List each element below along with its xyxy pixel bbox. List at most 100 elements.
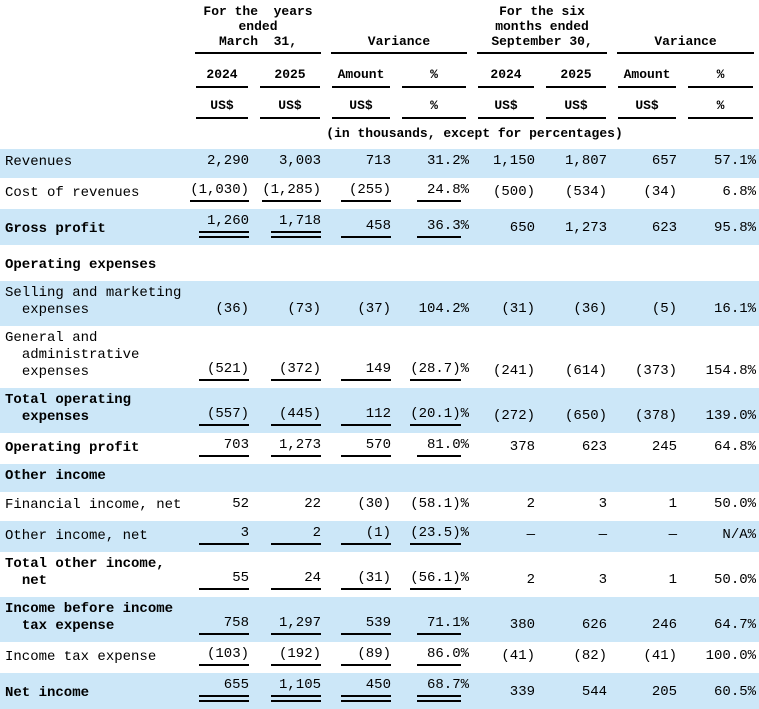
value-cell: — [540, 521, 612, 552]
value-cell: 1,260 [190, 209, 254, 245]
value-cell [190, 253, 254, 281]
value: — [526, 527, 536, 543]
value: 655 [199, 677, 249, 702]
column-header-row: 2024 2025 Amount % 2024 2025 Amount % [0, 54, 759, 88]
column-header: 2025 [254, 54, 326, 88]
value-cell: 2,290 [190, 149, 254, 178]
value-cell [540, 253, 612, 281]
value-cell: (255) [326, 178, 396, 209]
value-cell: 246 [612, 597, 682, 642]
value: (614) [565, 363, 608, 379]
value: (36) [215, 301, 249, 317]
value: 3 [598, 496, 608, 512]
value: 71.1 [416, 615, 461, 635]
row-label: Total operating expenses [5, 392, 132, 425]
value: 55 [199, 570, 249, 590]
group-title: Variance [617, 34, 755, 54]
value-cell: 139.0% [705, 408, 757, 424]
value: (1,030) [190, 182, 249, 202]
value-cell: (56.1)% [396, 552, 472, 597]
value-cell: 539 [326, 597, 396, 642]
value-cell: 1 [612, 492, 682, 521]
value-cell: (28.7)% [396, 326, 472, 388]
table-row: Income before income tax expense 758 1,297… [0, 597, 759, 642]
value-cell: (103) [190, 642, 254, 673]
table-row: Other income, net 3 2 (1) (23.5)% — — — N/A% [0, 521, 759, 552]
value: (56.1) [410, 570, 461, 590]
value: (192) [271, 646, 321, 666]
value: 713 [365, 153, 391, 169]
value-cell: (5) [612, 281, 682, 326]
value-cell: 650 [472, 209, 540, 245]
value: (31) [501, 301, 536, 317]
value: (241) [493, 363, 536, 379]
unit-header: US$ [612, 88, 682, 119]
value: (372) [271, 361, 321, 381]
value-cell: 36.3% [396, 209, 472, 245]
value: 245 [651, 439, 678, 455]
value: 86.0 [416, 646, 461, 666]
value-cell: (41) [472, 642, 540, 673]
note-row: (in thousands, except for percentages) [0, 119, 759, 149]
value: (500) [493, 184, 536, 200]
value-cell: 378 [472, 433, 540, 464]
value-cell: (36) [540, 281, 612, 326]
spacer-row [0, 245, 759, 253]
value: 149 [341, 361, 391, 381]
value-cell: 1,297 [254, 597, 326, 642]
value: (1) [341, 525, 391, 545]
units-header-row: US$ US$ US$ % US$ US$ US$ % [0, 88, 759, 119]
value: (378) [635, 408, 678, 424]
table-row: Cost of revenues (1,030) (1,285) (255) 24.8%… [0, 178, 759, 209]
value: 3 [598, 572, 608, 588]
value-cell: 95.8% [682, 209, 759, 245]
value: (255) [341, 182, 391, 202]
value-cell: (31) [326, 552, 396, 597]
unit-header: % [682, 88, 759, 119]
value-cell [682, 253, 759, 281]
row-label: Operating expenses [5, 257, 157, 273]
value: 1,807 [565, 153, 608, 169]
value: 64.8 [714, 439, 748, 455]
value-cell: 245 [612, 433, 682, 464]
value: 1 [668, 572, 678, 588]
value: (103) [199, 646, 249, 666]
spacer-cell [0, 245, 759, 253]
value-cell: (373) [612, 326, 682, 388]
value: 50.0 [714, 496, 748, 512]
value: (272) [493, 408, 536, 424]
value-cell: 1 [612, 552, 682, 597]
value: 205 [651, 684, 678, 700]
value-cell: (1,030) [190, 178, 254, 209]
value-cell: 1,273 [540, 209, 612, 245]
value-cell: (372) [254, 326, 326, 388]
value: 650 [509, 220, 536, 236]
table-row: Operating profit 703 1,273 570 81.0% 378 623 24… [0, 433, 759, 464]
table-row: Financial income, net 52 22 (30) (58.1)% 2 3 1 5… [0, 492, 759, 521]
value-cell: 380 [472, 597, 540, 642]
value: 57.1 [714, 153, 748, 169]
value-cell: 657 [612, 149, 682, 178]
value: 112 [341, 406, 391, 426]
value-cell: (445) [254, 388, 326, 433]
unit-header: US$ [540, 88, 612, 119]
value-cell: (37) [326, 281, 396, 326]
value-cell: 52 [190, 492, 254, 521]
group-title: Variance [331, 34, 468, 54]
value: 380 [509, 617, 536, 633]
value: (28.7) [410, 361, 461, 381]
value: 1,297 [271, 615, 321, 635]
value-cell: (521) [190, 326, 254, 388]
value: (1,285) [262, 182, 321, 202]
value-cell: 626 [540, 597, 612, 642]
value-cell: (23.5)% [396, 521, 472, 552]
value-cell [540, 464, 612, 492]
value-cell: 2 [254, 521, 326, 552]
column-header: 2024 [190, 54, 254, 88]
value-cell: (34) [612, 178, 682, 209]
value-cell [472, 464, 540, 492]
value-cell: 544 [540, 673, 612, 709]
value-cell: 3,003 [254, 149, 326, 178]
value-cell: 112 [326, 388, 396, 433]
